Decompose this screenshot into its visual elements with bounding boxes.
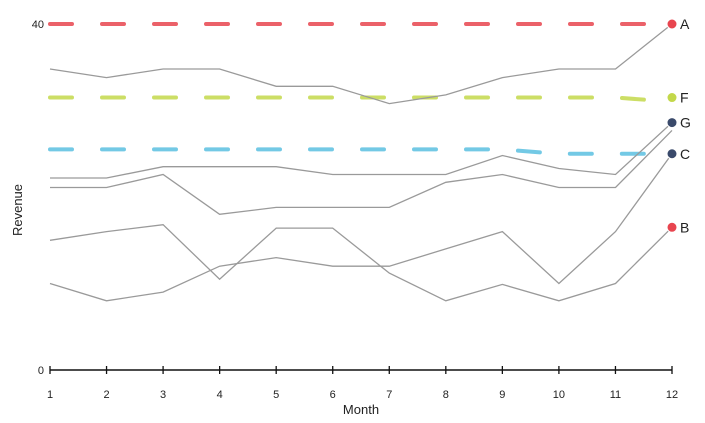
x-tick-label: 1 [47, 389, 53, 401]
end-marker-b [666, 221, 678, 233]
x-axis-ticks: 1 2 3 4 5 6 7 8 9 10 11 12 [47, 366, 678, 401]
x-tick-label: 7 [386, 389, 392, 401]
gray-series-1 [49, 23, 673, 105]
gray-series-layer [49, 23, 673, 302]
dashed-series-2 [48, 95, 674, 104]
y-axis-title: Revenue [10, 184, 25, 236]
x-axis-title: Month [343, 402, 379, 417]
x-tick-label: 5 [273, 389, 279, 401]
end-marker-f [666, 92, 678, 104]
end-label-g: G [680, 115, 691, 131]
end-label-f: F [680, 90, 689, 106]
gray-series-2 [50, 122, 673, 179]
x-tick-label: 2 [103, 389, 109, 401]
x-tick-label: 10 [553, 389, 565, 401]
gray-series-5 [49, 153, 673, 302]
x-tick-label: 9 [499, 389, 505, 401]
gray-series-4 [49, 224, 673, 302]
end-marker-c [666, 148, 678, 160]
x-tick-label: 3 [160, 389, 166, 401]
y-tick-label: 0 [38, 365, 44, 377]
dashed-series-3 [48, 147, 674, 156]
end-marker-a [666, 18, 678, 30]
x-tick-label: 11 [610, 389, 621, 401]
end-label-c: C [680, 146, 690, 162]
x-tick-label: 12 [666, 389, 678, 401]
y-axis-ticks: 0 40 [32, 19, 44, 377]
end-label-a: A [680, 16, 690, 32]
x-tick-label: 8 [443, 389, 449, 401]
end-label-b: B [680, 219, 689, 235]
y-tick-label: 40 [32, 19, 44, 31]
x-tick-label: 4 [217, 389, 223, 401]
end-markers-layer: A FGC B [666, 16, 691, 235]
dashed-series-layer [48, 22, 674, 156]
gray-series-3 [50, 129, 673, 215]
x-tick-label: 6 [330, 389, 336, 401]
end-marker-g [666, 117, 678, 129]
